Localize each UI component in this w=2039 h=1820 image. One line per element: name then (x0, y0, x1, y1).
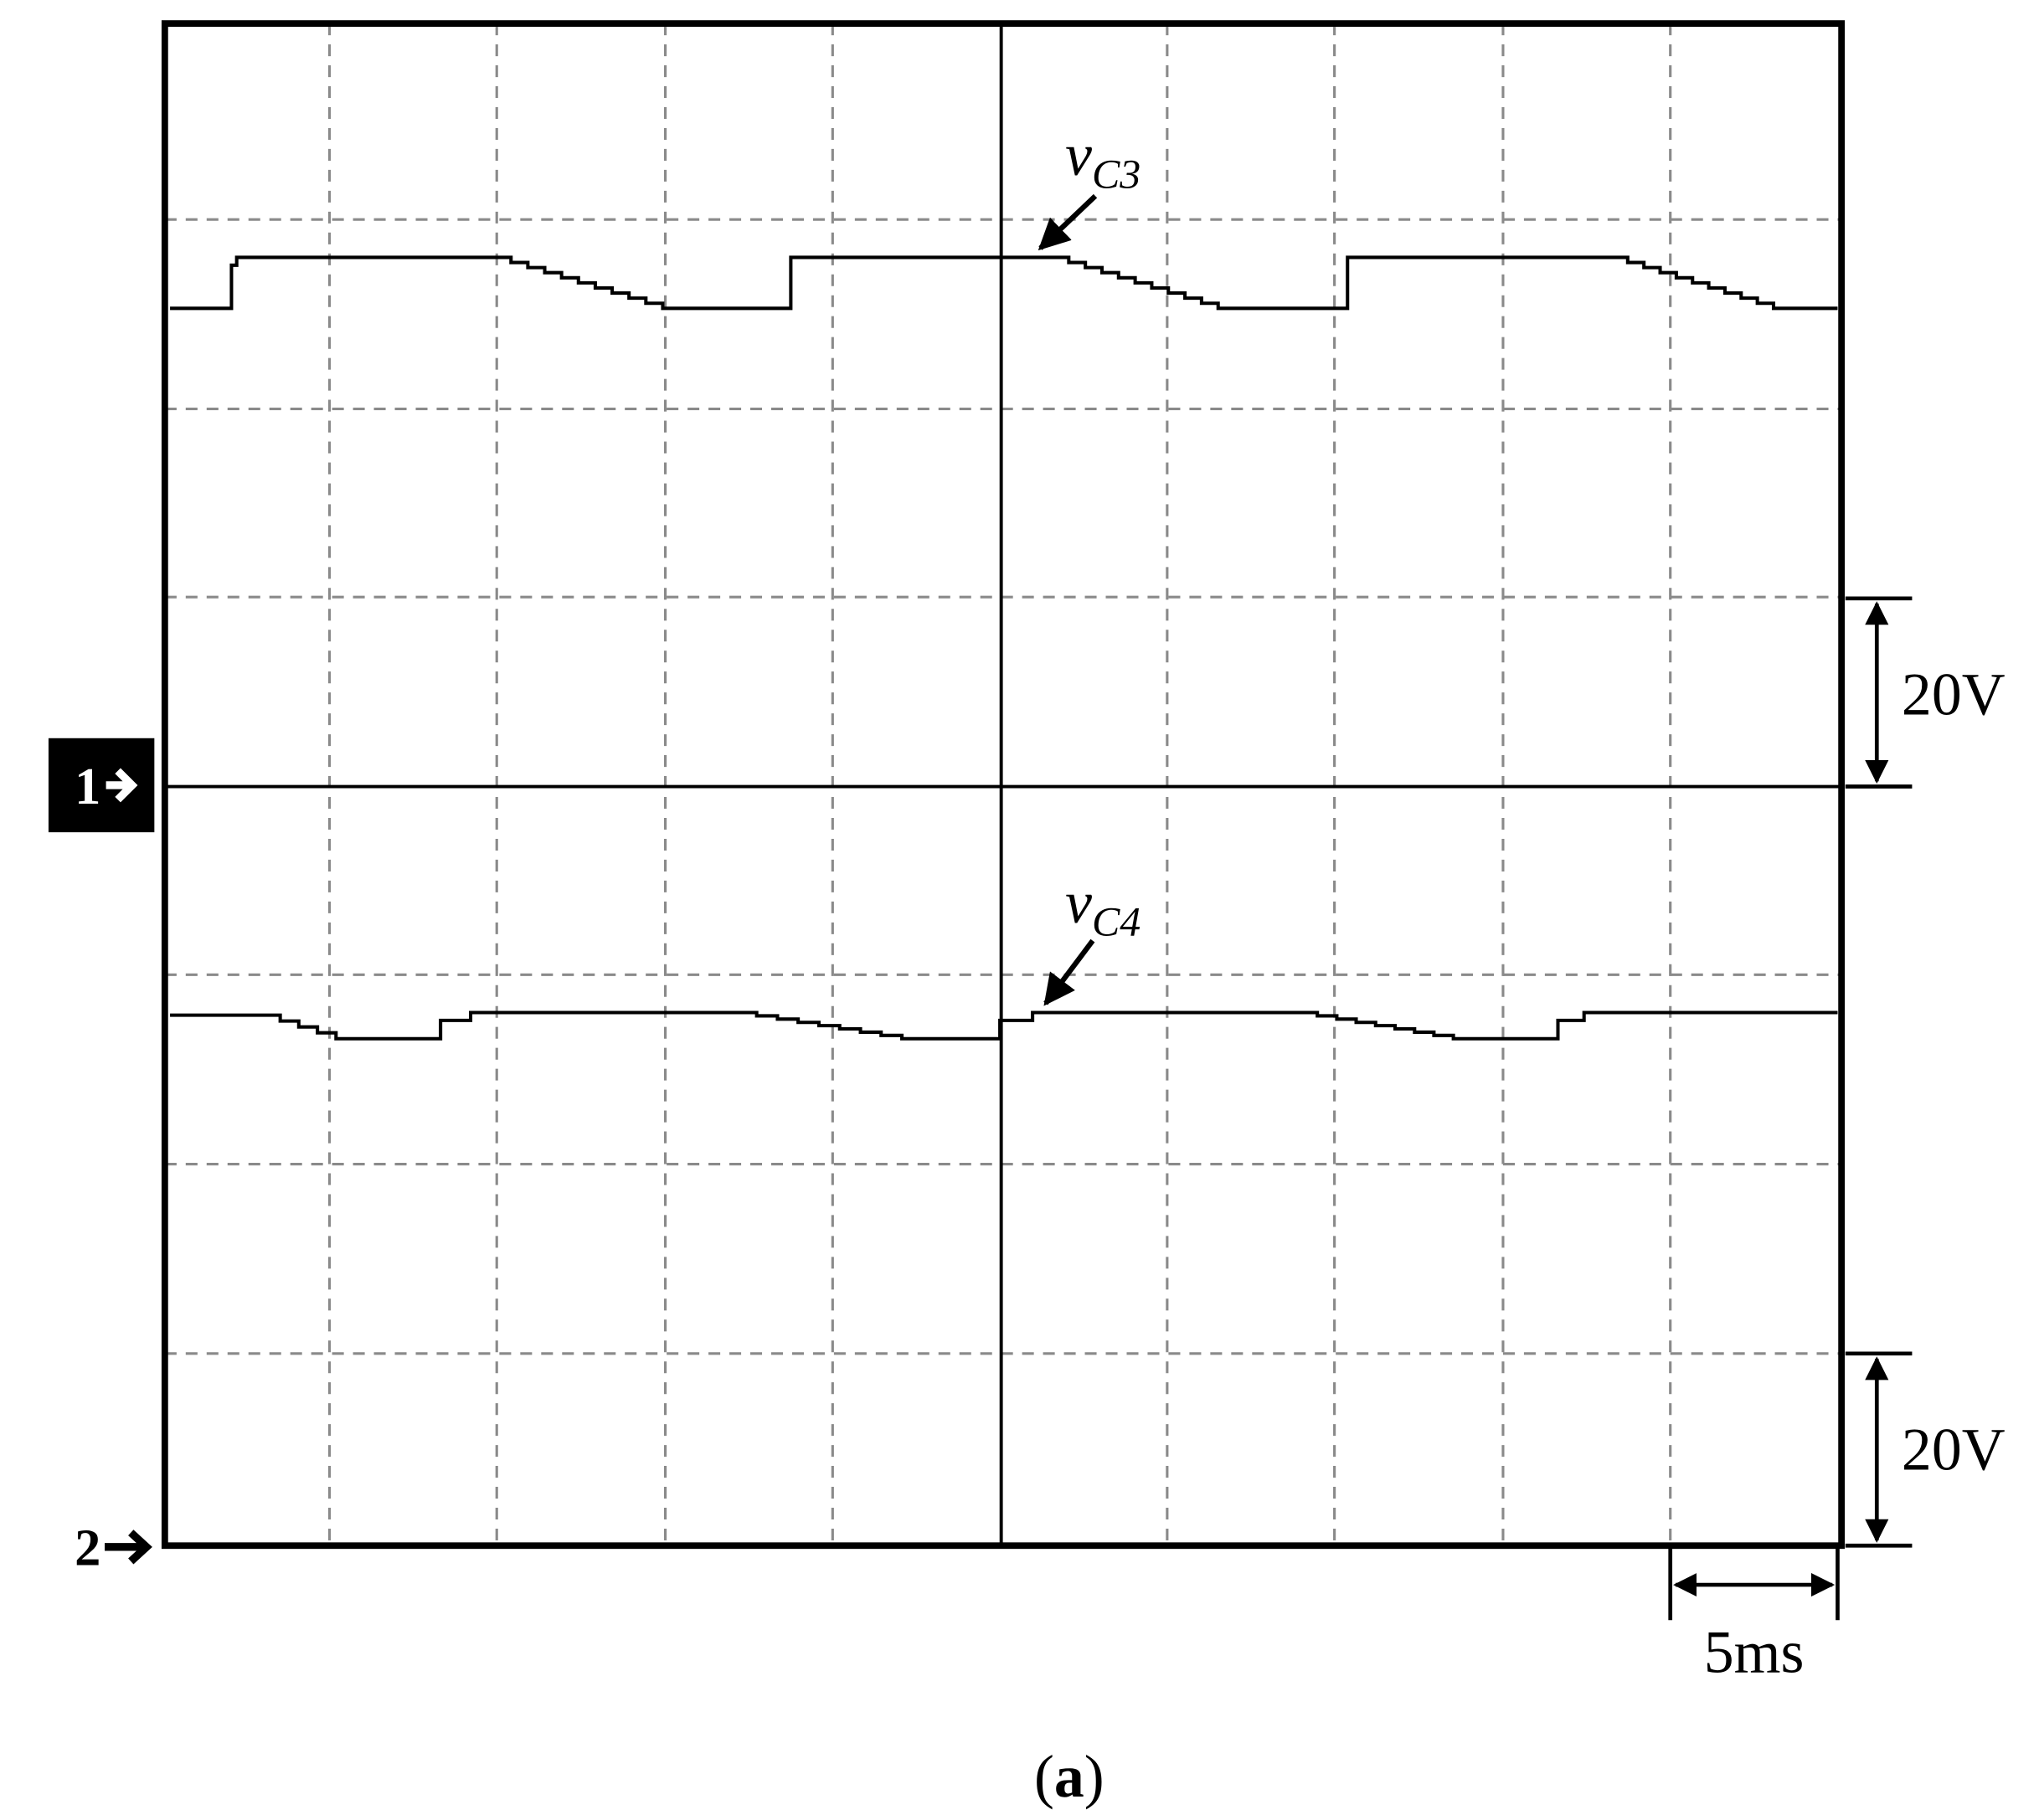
annotation-arrow (1038, 193, 1098, 251)
annotation-vc3: vC3 (1065, 121, 1141, 198)
channel-label: 2 (75, 1519, 100, 1577)
scale-label: 20V (1902, 1416, 2006, 1483)
subscript: C4 (1092, 897, 1141, 944)
caption-label: a (1054, 1743, 1084, 1810)
annotation-vc4: vC4 (1065, 869, 1141, 945)
symbol: v (1065, 869, 1092, 936)
caption: (a) (1034, 1743, 1104, 1810)
channel-arrow (105, 1530, 152, 1565)
symbol: v (1065, 121, 1092, 188)
channel-1-marker (48, 738, 155, 833)
scale-bar (1668, 596, 1913, 1621)
annotation-arrow (1043, 938, 1095, 1006)
channel-label: 1 (75, 757, 100, 815)
scale-label: 20V (1902, 661, 2006, 728)
trace-vc4 (170, 1010, 1838, 1041)
caption-paren: ) (1084, 1743, 1104, 1810)
grid (164, 23, 1842, 1546)
subscript: C3 (1092, 151, 1141, 198)
caption-paren: ( (1034, 1743, 1054, 1810)
trace-vc3 (170, 255, 1838, 311)
screen-frame (161, 20, 1846, 1550)
channel-arrow (106, 768, 138, 803)
time-scale-label: 5ms (1704, 1619, 1805, 1686)
